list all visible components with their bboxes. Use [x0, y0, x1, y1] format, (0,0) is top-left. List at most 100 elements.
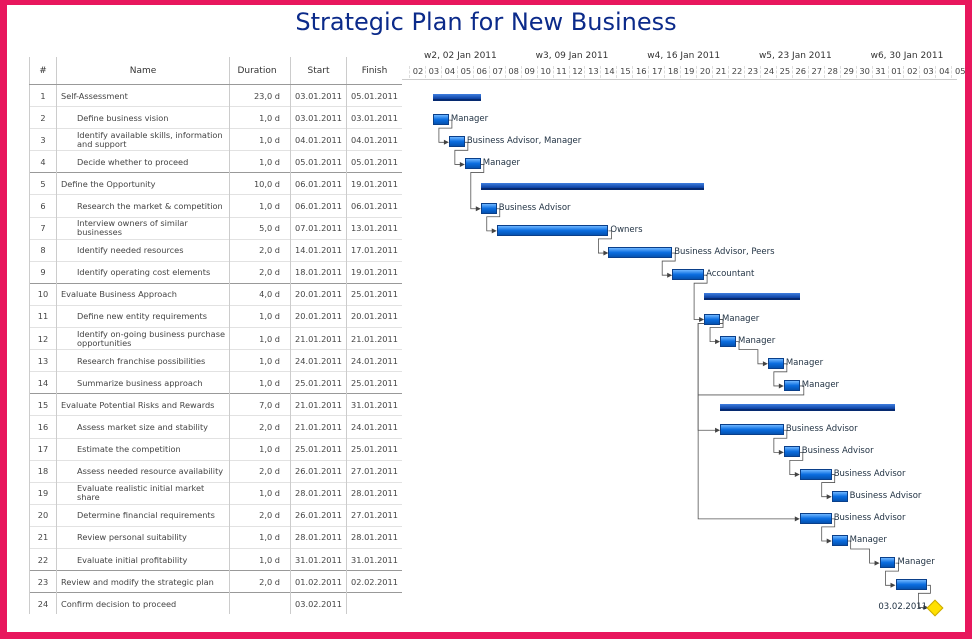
- week-label: w6, 30 Jan 2011: [870, 51, 944, 61]
- task-start: 28.01.2011: [290, 525, 347, 549]
- task-finish: 28.01.2011: [346, 481, 402, 505]
- task-num: 17: [29, 437, 57, 461]
- table-row[interactable]: 11 Define new entity requirements 1,0 d 20.…: [29, 304, 402, 328]
- table-row[interactable]: 23 Review and modify the strategic plan 2,…: [29, 570, 402, 593]
- page-title: Strategic Plan for New Business: [295, 8, 677, 36]
- task-name: Evaluate realistic initial market share: [56, 481, 230, 505]
- task-bar[interactable]: [783, 379, 800, 391]
- task-name: Interview owners of similar businesses: [56, 216, 230, 240]
- col-header-duration[interactable]: Duration: [229, 57, 291, 85]
- day-label: 13: [584, 66, 601, 78]
- task-bar[interactable]: [831, 490, 848, 502]
- table-row[interactable]: 2 Define business vision 1,0 d 03.01.2011 03…: [29, 106, 402, 129]
- col-header-num[interactable]: #: [29, 57, 57, 85]
- task-start: 25.01.2011: [290, 437, 347, 461]
- task-num: 14: [29, 371, 57, 394]
- task-bar[interactable]: [767, 357, 784, 369]
- task-duration: 1,0 d: [229, 437, 291, 461]
- table-row[interactable]: 8 Identify needed resources 2,0 d 14.01.201…: [29, 238, 402, 262]
- task-start: 05.01.2011: [290, 150, 347, 173]
- day-label: 04: [440, 66, 458, 78]
- task-name-text: Assess needed resource availability: [77, 466, 224, 477]
- col-header-name[interactable]: Name: [56, 57, 230, 85]
- task-bar[interactable]: [720, 335, 736, 347]
- task-bar[interactable]: [783, 446, 800, 458]
- task-finish: 28.01.2011: [346, 525, 402, 549]
- task-name: Assess needed resource availability: [56, 459, 230, 483]
- table-row[interactable]: 22 Evaluate initial profitability 1,0 d 31.…: [29, 547, 402, 571]
- task-name-text: Estimate the competition: [77, 444, 181, 455]
- table-row[interactable]: 19 Evaluate realistic initial market shar…: [29, 481, 402, 505]
- task-duration: 1,0 d: [229, 481, 291, 505]
- table-row[interactable]: 10 Evaluate Business Approach 4,0 d 20.01.2…: [29, 282, 402, 306]
- task-bar[interactable]: [704, 313, 721, 325]
- task-start: 24.01.2011: [290, 349, 347, 372]
- col-header-finish[interactable]: Finish: [346, 57, 402, 85]
- task-num: 9: [29, 260, 57, 284]
- task-num: 24: [29, 592, 57, 615]
- table-row[interactable]: 5 Define the Opportunity 10,0 d 06.01.2011 1…: [29, 172, 402, 195]
- task-start: 21.01.2011: [290, 327, 347, 350]
- summary-bar[interactable]: [432, 94, 481, 101]
- task-duration: 2,0 d: [229, 238, 291, 262]
- task-duration: 5,0 d: [229, 216, 291, 240]
- task-duration: 1,0 d: [229, 525, 291, 549]
- task-start: 04.01.2011: [290, 128, 347, 151]
- table-row[interactable]: 4 Decide whether to proceed 1,0 d 05.01.201…: [29, 150, 402, 173]
- resource-label: Manager: [738, 335, 776, 346]
- summary-bar[interactable]: [480, 182, 705, 190]
- task-num: 23: [29, 570, 57, 593]
- task-bar[interactable]: [496, 224, 609, 236]
- summary-bar[interactable]: [720, 404, 896, 412]
- table-row[interactable]: 9 Identify operating cost elements 2,0 d 18…: [29, 260, 402, 284]
- task-start: 20.01.2011: [290, 282, 347, 306]
- table-row[interactable]: 7 Interview owners of similar businesses 5…: [29, 216, 402, 240]
- task-name-text: Identify needed resources: [77, 245, 184, 256]
- task-bar[interactable]: [672, 269, 705, 281]
- task-start: 26.01.2011: [290, 459, 347, 483]
- table-row[interactable]: 24 Confirm decision to proceed 03.02.2011: [29, 592, 402, 615]
- table-row[interactable]: 15 Evaluate Potential Risks and Rewards 7,…: [29, 393, 402, 416]
- task-bar[interactable]: [432, 114, 449, 126]
- resource-label: Business Advisor: [801, 446, 874, 457]
- task-bar[interactable]: [608, 247, 673, 259]
- table-row[interactable]: 3 Identify available skills, information …: [29, 128, 402, 151]
- task-num: 18: [29, 459, 57, 483]
- task-bar[interactable]: [831, 535, 848, 546]
- task-name: Research franchise possibilities: [56, 349, 230, 372]
- table-row[interactable]: 12 Identify on-going business purchase op…: [29, 327, 402, 350]
- day-label: 12: [568, 66, 586, 78]
- summary-bar[interactable]: [704, 293, 800, 301]
- table-row[interactable]: 1 Self-Assessment 23,0 d 03.01.2011 05.01.20…: [29, 83, 402, 107]
- task-bar[interactable]: [448, 136, 465, 148]
- task-finish: 24.01.2011: [346, 415, 402, 438]
- task-finish: 04.01.2011: [346, 128, 402, 151]
- table-row[interactable]: 18 Assess needed resource availability 2,0…: [29, 459, 402, 483]
- task-duration: 2,0 d: [229, 570, 291, 593]
- task-bar[interactable]: [464, 158, 481, 170]
- task-bar[interactable]: [720, 424, 784, 436]
- task-bar[interactable]: [895, 579, 928, 591]
- task-duration: 1,0 d: [229, 150, 291, 173]
- table-row[interactable]: 14 Summarize business approach 1,0 d 25.01.…: [29, 371, 402, 394]
- day-label: 15: [616, 66, 633, 78]
- table-row[interactable]: 21 Review personal suitability 1,0 d 28.01.…: [29, 525, 402, 549]
- task-bar[interactable]: [480, 202, 497, 214]
- col-header-start[interactable]: Start: [290, 57, 347, 85]
- task-bar[interactable]: [799, 468, 832, 480]
- task-start: 14.01.2011: [290, 238, 347, 262]
- table-row[interactable]: 17 Estimate the competition 1,0 d 25.01.201…: [29, 437, 402, 461]
- task-bar[interactable]: [799, 512, 832, 524]
- task-num: 5: [29, 172, 57, 195]
- day-label: 10: [536, 66, 554, 78]
- resource-label: Business Advisor: [833, 468, 906, 479]
- task-finish: 24.01.2011: [346, 349, 402, 372]
- task-duration: 1,0 d: [229, 547, 291, 571]
- task-finish: 17.01.2011: [346, 238, 402, 262]
- task-bar[interactable]: [879, 557, 896, 569]
- task-name: Define the Opportunity: [56, 172, 230, 195]
